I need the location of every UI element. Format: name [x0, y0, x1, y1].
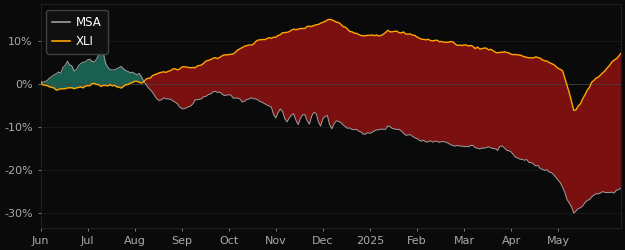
Legend: MSA, XLI: MSA, XLI [46, 10, 108, 54]
